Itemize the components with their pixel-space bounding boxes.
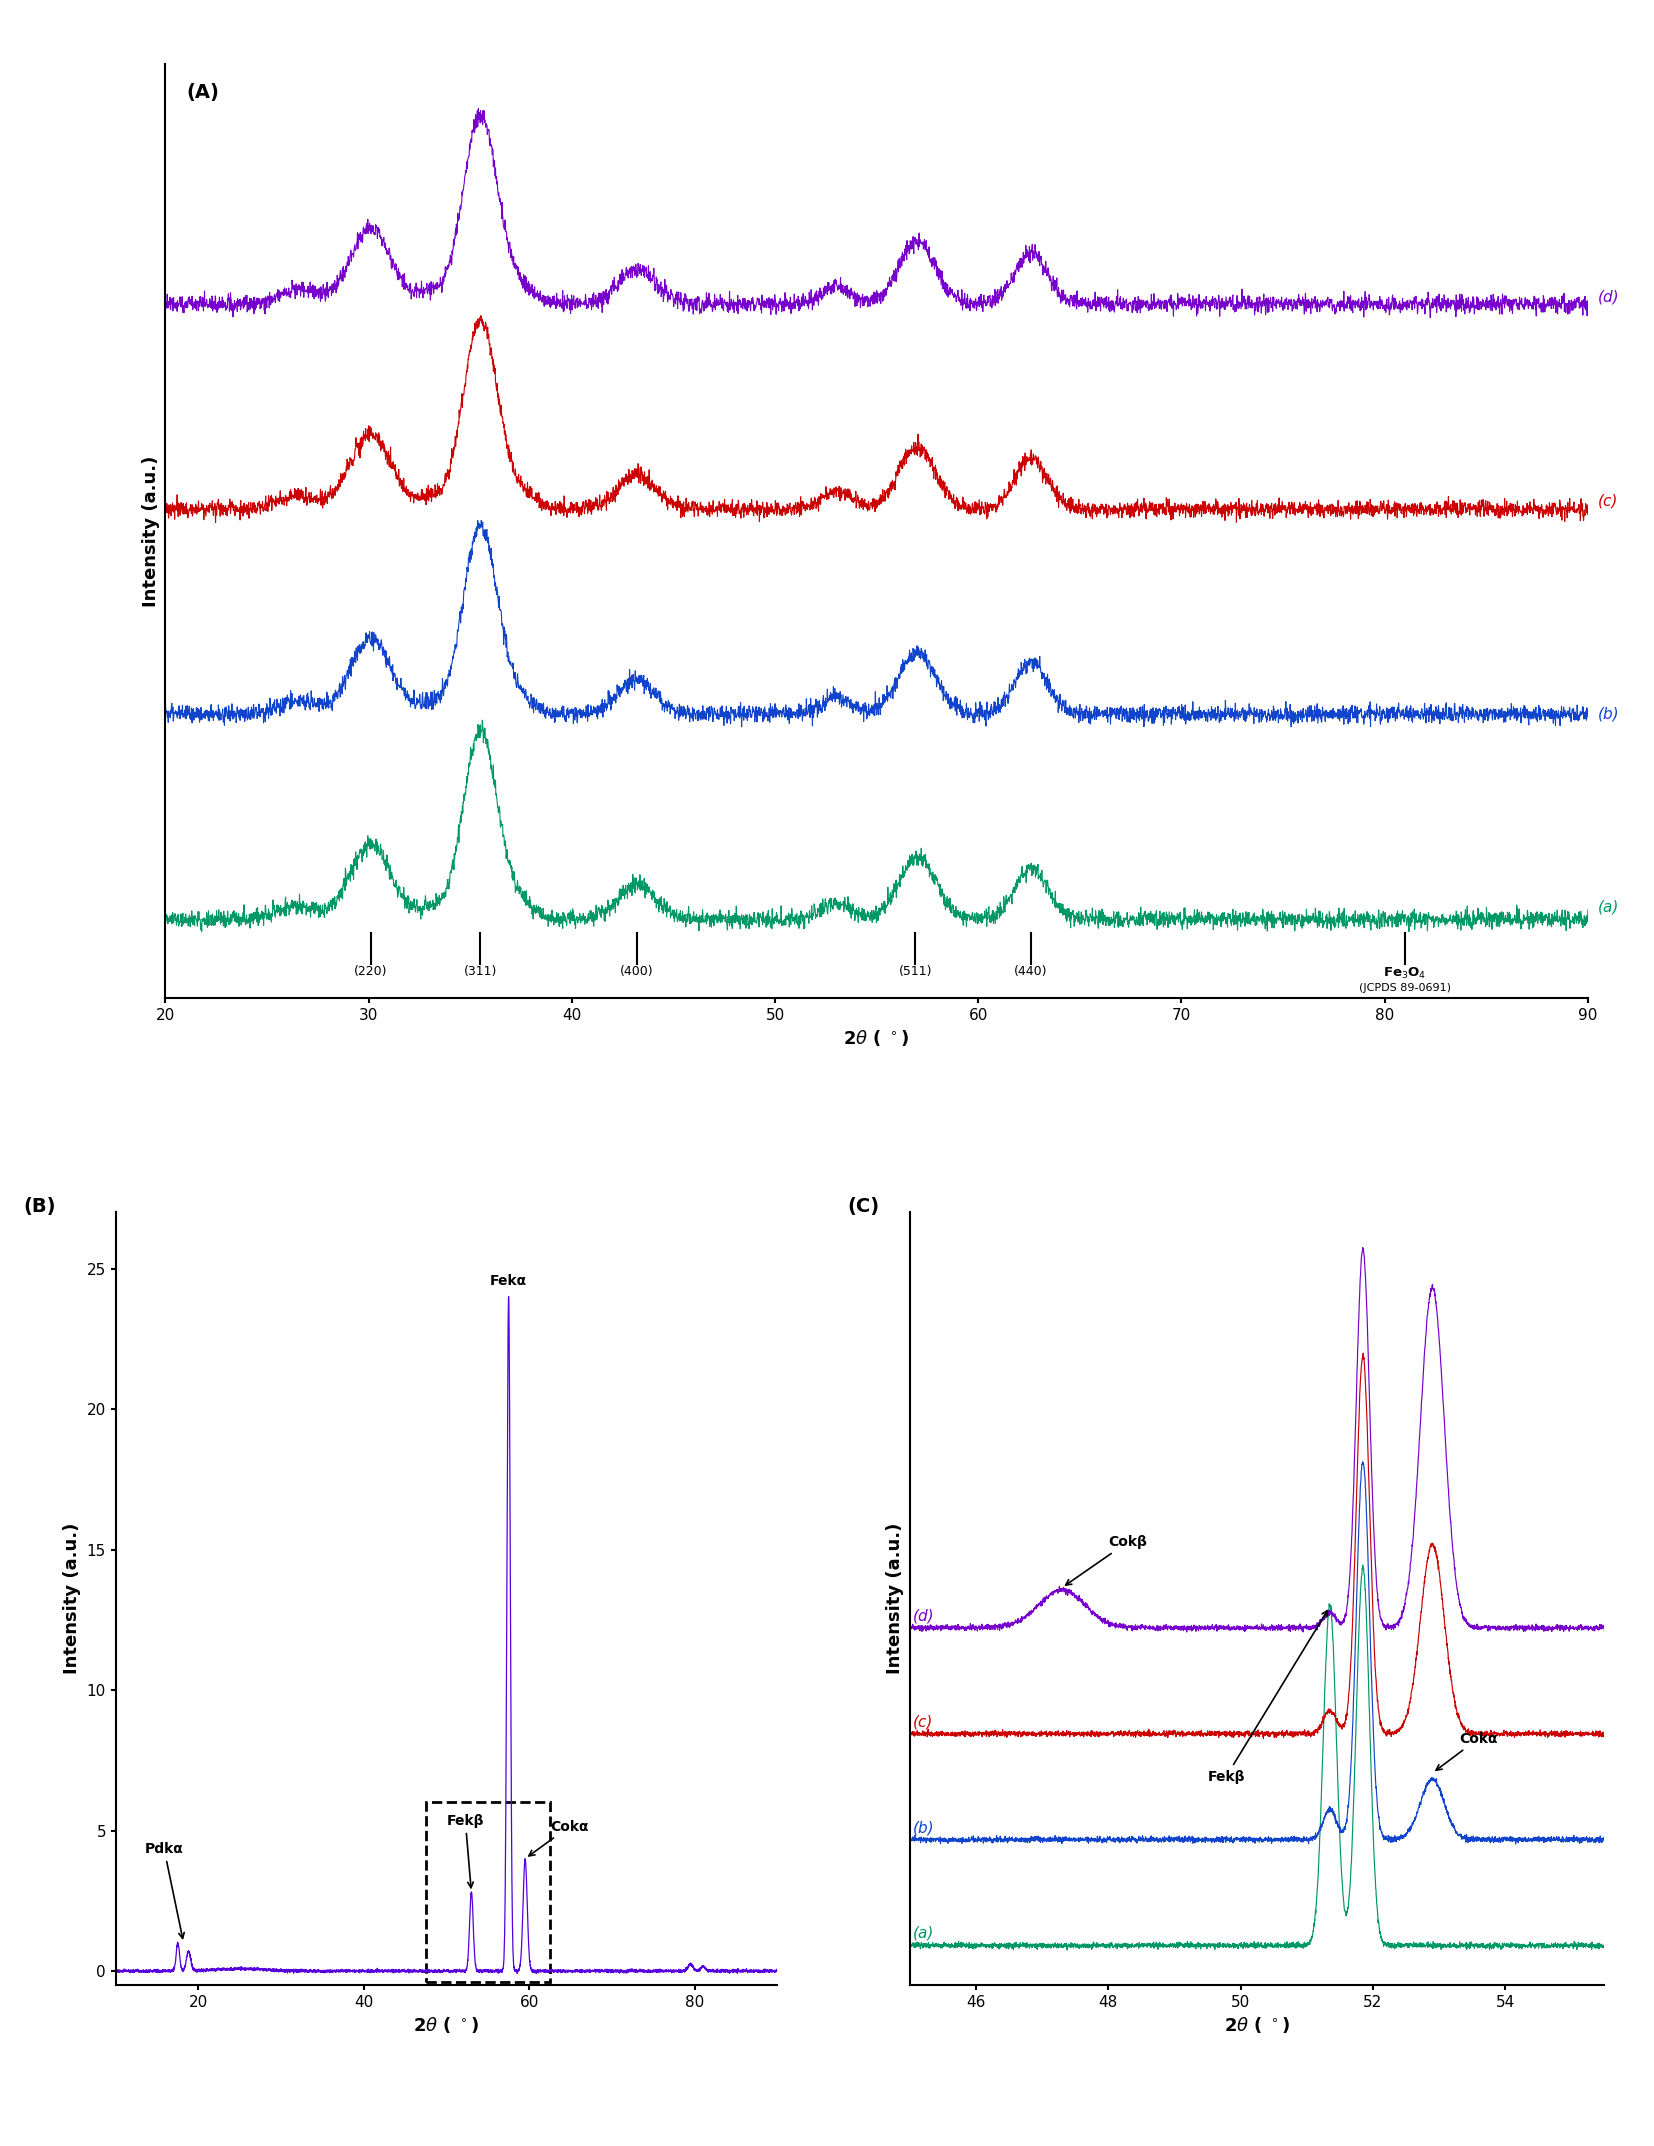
Text: (a): (a) [1598, 899, 1619, 914]
Text: (b): (b) [1598, 706, 1619, 721]
Text: (c): (c) [913, 1715, 933, 1730]
Text: Cokα: Cokα [1436, 1732, 1497, 1770]
Text: (C): (C) [847, 1197, 880, 1217]
Text: (c): (c) [1598, 494, 1618, 509]
Text: (B): (B) [23, 1197, 56, 1217]
Text: (b): (b) [913, 1820, 935, 1835]
Y-axis label: Intensity (a.u.): Intensity (a.u.) [887, 1524, 905, 1674]
Text: Cokα: Cokα [529, 1820, 589, 1856]
X-axis label: 2$\theta$ ( $^\circ$): 2$\theta$ ( $^\circ$) [414, 2015, 480, 2034]
Text: (a): (a) [913, 1925, 935, 1940]
Text: Fe$_3$O$_4$: Fe$_3$O$_4$ [1383, 966, 1426, 981]
Text: (d): (d) [913, 1607, 935, 1622]
Text: Cokβ: Cokβ [1065, 1534, 1148, 1586]
Text: (d): (d) [1598, 290, 1619, 305]
Y-axis label: Intensity (a.u.): Intensity (a.u.) [142, 455, 160, 607]
Text: Fekβ: Fekβ [447, 1813, 485, 1888]
Text: (220): (220) [354, 966, 387, 979]
Text: (311): (311) [463, 966, 498, 979]
Text: Pdkα: Pdkα [146, 1841, 184, 1938]
Text: (400): (400) [620, 966, 653, 979]
X-axis label: 2$\theta$ ( $^\circ$): 2$\theta$ ( $^\circ$) [844, 1028, 910, 1047]
Text: (JCPDS 89-0691): (JCPDS 89-0691) [1360, 983, 1451, 991]
Y-axis label: Intensity (a.u.): Intensity (a.u.) [63, 1524, 81, 1674]
X-axis label: 2$\theta$ ( $^\circ$): 2$\theta$ ( $^\circ$) [1224, 2015, 1290, 2034]
Text: (440): (440) [1014, 966, 1047, 979]
Text: (A): (A) [187, 84, 220, 103]
Text: Fekα: Fekα [490, 1275, 528, 1288]
Text: (511): (511) [898, 966, 931, 979]
Text: Fekβ: Fekβ [1207, 1612, 1328, 1783]
